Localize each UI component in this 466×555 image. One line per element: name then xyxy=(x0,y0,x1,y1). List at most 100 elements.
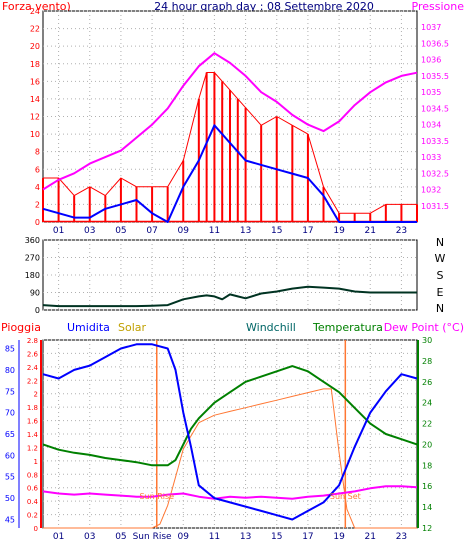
wind-gust-line xyxy=(43,72,417,214)
wind-x-tick-label: 05 xyxy=(115,226,126,236)
rain-y-tick-label: 1 xyxy=(34,458,38,466)
wind-direction-line xyxy=(42,285,417,308)
header-title: 24 hour graph day : 08 Settembre 2020 xyxy=(154,0,374,13)
temp-x-tick-label: Sun Rise xyxy=(133,532,172,542)
wind-x-tick-label: 19 xyxy=(333,226,345,236)
temp-y-tick-label: 18 xyxy=(422,461,432,470)
dir-y-tick-label: 180 xyxy=(25,271,40,280)
humidity-y-tick-label: 70 xyxy=(5,409,15,418)
temp-y-tick-label: 16 xyxy=(422,482,432,491)
temp-x-tick-label: 11 xyxy=(209,532,220,542)
wind-x-tick-label: 17 xyxy=(302,226,313,236)
rain-y-tick-label: 1.2 xyxy=(27,444,38,452)
temp-x-tick-label: 23 xyxy=(396,532,407,542)
compass-w: W xyxy=(435,252,446,265)
temp-y-tick-label: 30 xyxy=(422,336,432,345)
solar-line xyxy=(43,388,417,529)
dir-y-tick-label: 0 xyxy=(35,306,40,315)
wind-y-tick-label: 4 xyxy=(35,183,40,192)
temp-x-tick-label: 13 xyxy=(240,532,251,542)
header-left-label: Forza vento) xyxy=(2,0,71,13)
wind-x-tick-label: 23 xyxy=(396,226,407,236)
pressure-y-tick-label: 1034.5 xyxy=(421,104,449,113)
label-humidity: Umidita xyxy=(67,321,110,334)
wind-x-tick-label: 01 xyxy=(53,226,64,236)
temp-y-tick-label: 28 xyxy=(422,357,432,366)
compass-e: E xyxy=(437,286,444,299)
label-windchill: Windchill xyxy=(246,321,296,334)
humidity-y-tick-label: 45 xyxy=(5,515,15,524)
wind-x-tick-label: 15 xyxy=(271,226,282,236)
humidity-y-tick-label: 75 xyxy=(5,387,15,396)
series-layer xyxy=(42,52,418,529)
axis-layer: 01 03 05 07 09 11 13 15 17 19 21 230246810121416182… xyxy=(5,7,449,542)
pressure-y-tick-label: 1036.5 xyxy=(421,39,449,48)
temp-x-tick-label: 03 xyxy=(84,532,95,542)
wind-x-tick-label: 13 xyxy=(240,226,251,236)
rain-y-tick-label: 0 xyxy=(34,525,38,533)
rain-y-tick-label: 2.4 xyxy=(27,364,39,372)
wind-y-tick-label: 24 xyxy=(30,7,40,16)
temp-y-tick-label: 22 xyxy=(422,420,432,429)
label-solar: Solar xyxy=(118,321,147,334)
compass-n-top: N xyxy=(436,236,444,249)
temp-x-tick-label: 09 xyxy=(178,532,190,542)
pressure-y-tick-label: 1034 xyxy=(421,121,441,130)
pressure-y-tick-label: 1031.5 xyxy=(421,202,449,211)
rain-y-tick-label: 2.2 xyxy=(27,377,38,385)
wind-y-tick-label: 2 xyxy=(35,200,40,209)
pressure-y-tick-label: 1033 xyxy=(421,153,441,162)
compass-n-bottom: N xyxy=(436,302,444,315)
wind-x-tick-label: 07 xyxy=(146,226,157,236)
temp-x-tick-label: 17 xyxy=(302,532,313,542)
humidity-y-tick-label: 85 xyxy=(5,345,15,354)
temp-x-tick-label: 05 xyxy=(115,532,126,542)
wind-y-tick-label: 12 xyxy=(30,113,40,122)
direction-panel-frame xyxy=(42,239,418,311)
wind-y-tick-label: 8 xyxy=(35,148,40,157)
temp-x-tick-label: 01 xyxy=(53,532,64,542)
pressure-y-tick-label: 1033.5 xyxy=(421,137,449,146)
sunrise-annotation: Sun Rise xyxy=(139,492,174,501)
humidity-line xyxy=(42,343,418,521)
pressure-y-tick-label: 1032.5 xyxy=(421,169,449,178)
wind-y-tick-label: 6 xyxy=(35,165,40,174)
label-dewpoint: Dew Point (°C) xyxy=(384,321,464,334)
rain-y-tick-label: 1.8 xyxy=(27,404,38,412)
temp-y-tick-label: 12 xyxy=(422,524,432,533)
pressure-y-tick-label: 1032 xyxy=(421,186,441,195)
temperature-line xyxy=(42,365,418,467)
rain-y-tick-label: 0.6 xyxy=(27,485,39,493)
temp-y-tick-label: 26 xyxy=(422,378,432,387)
dir-y-tick-label: 360 xyxy=(25,236,40,245)
pressure-y-tick-label: 1036 xyxy=(421,56,441,65)
wind-y-tick-label: 14 xyxy=(30,95,40,104)
temp-y-tick-label: 24 xyxy=(422,399,432,408)
wind-x-tick-label: 03 xyxy=(84,226,95,236)
humidity-y-tick-label: 60 xyxy=(5,451,15,460)
wind-y-tick-label: 10 xyxy=(30,130,40,139)
rain-y-tick-label: 0.8 xyxy=(27,471,38,479)
temp-x-tick-label: 21 xyxy=(365,532,376,542)
compass-s: S xyxy=(437,269,444,282)
label-rain: Pioggia xyxy=(1,321,41,334)
dewpoint-line xyxy=(42,485,418,500)
header-right-label: Pressione xyxy=(412,0,465,13)
dir-y-tick-label: 270 xyxy=(25,254,40,263)
humidity-y-tick-label: 80 xyxy=(5,366,15,375)
wind-average-line xyxy=(42,124,417,223)
dir-y-tick-label: 90 xyxy=(30,289,40,298)
wind-x-tick-label: 11 xyxy=(209,226,220,236)
rain-y-tick-label: 2 xyxy=(34,391,38,399)
temp-x-tick-label: 15 xyxy=(271,532,282,542)
temp-x-tick-label: 19 xyxy=(333,532,345,542)
humidity-y-tick-label: 55 xyxy=(5,473,15,482)
wind-y-tick-label: 16 xyxy=(30,77,40,86)
rain-y-tick-label: 2.8 xyxy=(27,337,38,345)
rain-y-tick-label: 1.4 xyxy=(27,431,39,439)
pressure-y-tick-label: 1035 xyxy=(421,88,441,97)
sunset-annotation: Sun Set xyxy=(330,492,361,501)
rain-y-tick-label: 1.6 xyxy=(27,418,39,426)
rain-y-tick-label: 0.4 xyxy=(27,498,39,506)
